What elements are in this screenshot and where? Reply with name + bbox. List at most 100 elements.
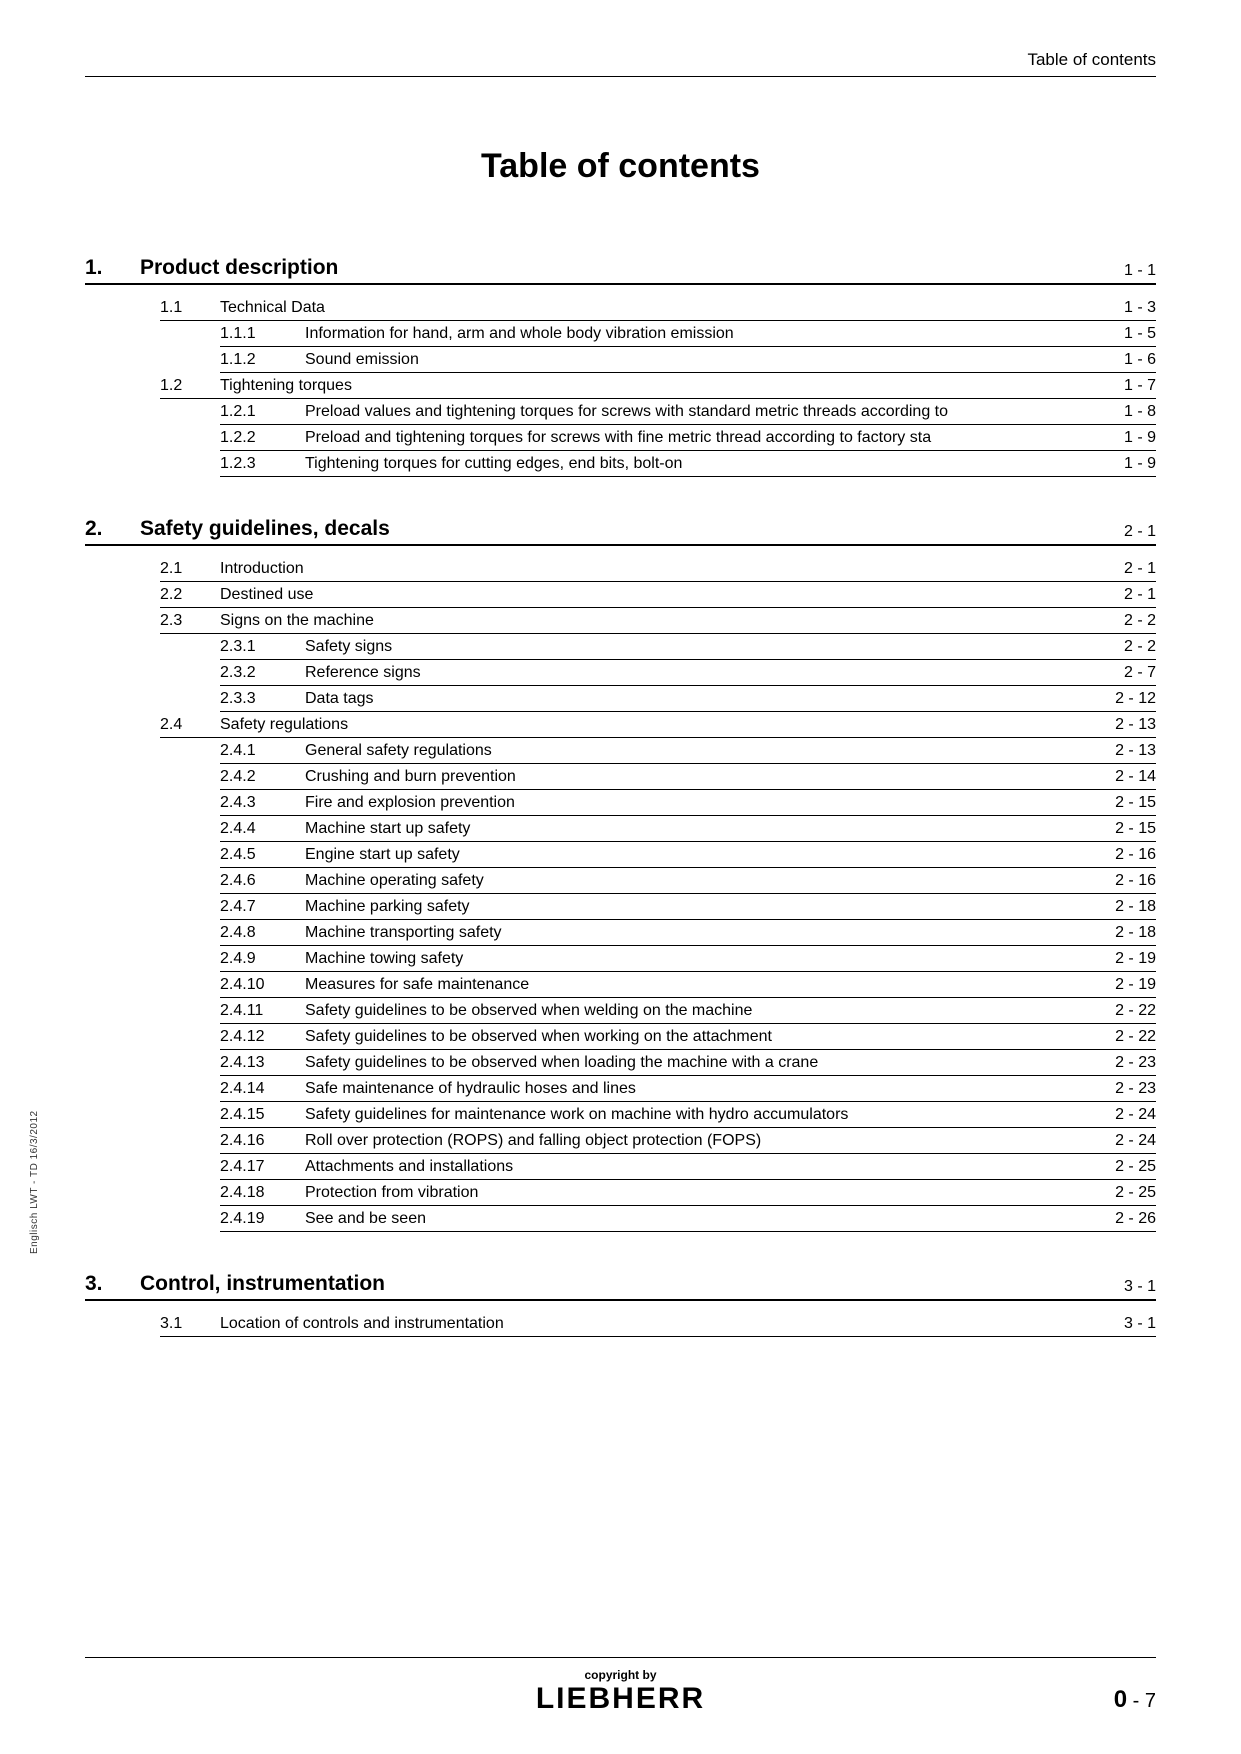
toc-section-title: Destined use [220, 586, 1112, 604]
toc-subsection-num: 2.4.14 [220, 1080, 305, 1098]
toc-subsection-row: 2.4.11Safety guidelines to be observed w… [220, 998, 1156, 1024]
toc-subsection-page: 2 - 24 [1103, 1106, 1156, 1124]
toc-chapter-title: Safety guidelines, decals [140, 517, 1112, 541]
toc-section-row: 1.1Technical Data1 - 3 [160, 295, 1156, 321]
toc-subsection-row: 1.1.2Sound emission1 - 6 [220, 347, 1156, 373]
toc-chapter-title: Product description [140, 256, 1112, 280]
toc-subsection-title: Safety guidelines to be observed when we… [305, 1002, 1103, 1020]
toc-subsection-page: 2 - 12 [1103, 690, 1156, 708]
page-title: Table of contents [85, 147, 1156, 186]
toc-subsection-row: 2.4.7Machine parking safety2 - 18 [220, 894, 1156, 920]
toc-section-row: 1.2Tightening torques1 - 7 [160, 373, 1156, 399]
toc-subsection-page: 1 - 6 [1112, 351, 1156, 369]
toc-subsection-page: 2 - 7 [1112, 664, 1156, 682]
toc-subsection-num: 2.4.17 [220, 1158, 305, 1176]
toc-subsection-title: Sound emission [305, 351, 1112, 369]
toc-subsection-row: 2.3.2Reference signs2 - 7 [220, 660, 1156, 686]
toc-chapter-page: 2 - 1 [1112, 523, 1156, 541]
toc-subsection-row: 2.4.9Machine towing safety2 - 19 [220, 946, 1156, 972]
toc-section-row: 2.2Destined use2 - 1 [160, 582, 1156, 608]
toc-subsection-title: Engine start up safety [305, 846, 1103, 864]
toc-subsection-num: 2.4.15 [220, 1106, 305, 1124]
toc-subsection-block: 1.2.1Preload values and tightening torqu… [220, 399, 1156, 477]
toc-subsection-title: Attachments and installations [305, 1158, 1103, 1176]
toc-subsection-block: 2.4.1General safety regulations2 - 132.4… [220, 738, 1156, 1232]
toc-subsection-title: Machine operating safety [305, 872, 1103, 890]
toc-subsection-page: 2 - 15 [1103, 820, 1156, 838]
toc-subsection-title: See and be seen [305, 1210, 1103, 1228]
toc-subsection-row: 2.4.10Measures for safe maintenance2 - 1… [220, 972, 1156, 998]
toc-subsection-row: 2.4.16Roll over protection (ROPS) and fa… [220, 1128, 1156, 1154]
toc-subsection-page: 1 - 9 [1112, 455, 1156, 473]
toc-subsection-num: 2.4.19 [220, 1210, 305, 1228]
toc-subsection-page: 2 - 22 [1103, 1002, 1156, 1020]
toc-subsection-title: Protection from vibration [305, 1184, 1103, 1202]
toc-section-num: 1.1 [160, 299, 220, 317]
toc-subsection-title: Machine parking safety [305, 898, 1103, 916]
toc-subsection-page: 2 - 23 [1103, 1054, 1156, 1072]
page: Table of contents Table of contents 1.Pr… [0, 0, 1241, 1754]
toc-section-title: Signs on the machine [220, 612, 1112, 630]
toc-subsection-page: 2 - 24 [1103, 1132, 1156, 1150]
page-number-major: 0 [1114, 1686, 1127, 1713]
toc-subsection-row: 2.4.3Fire and explosion prevention2 - 15 [220, 790, 1156, 816]
toc-subsection-row: 2.4.13Safety guidelines to be observed w… [220, 1050, 1156, 1076]
toc-subsection-num: 2.4.8 [220, 924, 305, 942]
toc-subsection-title: Roll over protection (ROPS) and falling … [305, 1132, 1103, 1150]
toc-chapter: 2.Safety guidelines, decals2 - 12.1Intro… [85, 517, 1156, 1232]
toc-subsection-title: Safety guidelines to be observed when wo… [305, 1028, 1103, 1046]
toc-subsection-title: Reference signs [305, 664, 1112, 682]
toc-subsection-title: Safe maintenance of hydraulic hoses and … [305, 1080, 1103, 1098]
toc-subsection-page: 2 - 16 [1103, 872, 1156, 890]
toc-subsection-row: 2.4.17Attachments and installations2 - 2… [220, 1154, 1156, 1180]
toc-subsection-num: 1.1.2 [220, 351, 305, 369]
toc-section-num: 3.1 [160, 1315, 220, 1333]
toc-subsection-row: 1.2.2Preload and tightening torques for … [220, 425, 1156, 451]
toc-subsection-row: 2.3.1Safety signs2 - 2 [220, 634, 1156, 660]
toc-chapter-page: 1 - 1 [1112, 262, 1156, 280]
side-revision-text: Englisch LWT - TD 16/3/2012 [29, 1110, 40, 1254]
toc-section-num: 2.2 [160, 586, 220, 604]
toc-subsection-page: 1 - 8 [1112, 403, 1156, 421]
toc-section-title: Technical Data [220, 299, 1112, 317]
toc-subsection-num: 2.4.5 [220, 846, 305, 864]
toc-subsection-block: 2.3.1Safety signs2 - 22.3.2Reference sig… [220, 634, 1156, 712]
toc-subsection-title: Information for hand, arm and whole body… [305, 325, 1112, 343]
toc-subsection-num: 2.4.1 [220, 742, 305, 760]
toc-subsection-title: Preload values and tightening torques fo… [305, 403, 1112, 421]
toc-section-row: 2.4Safety regulations2 - 13 [160, 712, 1156, 738]
toc-subsection-title: General safety regulations [305, 742, 1103, 760]
toc-subsection-num: 2.4.18 [220, 1184, 305, 1202]
toc-subsection-num: 2.4.12 [220, 1028, 305, 1046]
toc-subsection-row: 2.4.4Machine start up safety2 - 15 [220, 816, 1156, 842]
toc-chapter-page: 3 - 1 [1112, 1278, 1156, 1296]
toc-subsection-num: 2.4.10 [220, 976, 305, 994]
toc-subsection-title: Crushing and burn prevention [305, 768, 1103, 786]
toc-subsection-title: Data tags [305, 690, 1103, 708]
toc-section-num: 2.1 [160, 560, 220, 578]
toc-section-page: 1 - 3 [1112, 299, 1156, 317]
toc-subsection-num: 2.4.11 [220, 1002, 305, 1020]
toc-subsection-num: 2.4.16 [220, 1132, 305, 1150]
toc-subsection-row: 2.4.12Safety guidelines to be observed w… [220, 1024, 1156, 1050]
toc-subsection-num: 1.2.1 [220, 403, 305, 421]
toc-subsection-page: 2 - 14 [1103, 768, 1156, 786]
toc-subsection-title: Safety guidelines for maintenance work o… [305, 1106, 1103, 1124]
toc-subsection-row: 2.4.2Crushing and burn prevention2 - 14 [220, 764, 1156, 790]
copyright-label: copyright by [85, 1668, 1156, 1682]
toc-section-page: 1 - 7 [1112, 377, 1156, 395]
toc-subsection-page: 2 - 16 [1103, 846, 1156, 864]
toc-subsection-page: 2 - 13 [1103, 742, 1156, 760]
toc-subsection-title: Machine start up safety [305, 820, 1103, 838]
toc-subsection-num: 2.4.3 [220, 794, 305, 812]
toc-subsection-row: 2.4.18Protection from vibration2 - 25 [220, 1180, 1156, 1206]
toc-section-title: Tightening torques [220, 377, 1112, 395]
toc-subsection-title: Machine transporting safety [305, 924, 1103, 942]
toc-subsection-row: 2.4.1General safety regulations2 - 13 [220, 738, 1156, 764]
toc-section-row: 3.1Location of controls and instrumentat… [160, 1311, 1156, 1337]
toc-section-num: 2.3 [160, 612, 220, 630]
page-footer: copyright by LIEBHERR 0 - 7 [85, 1657, 1156, 1714]
toc-subsection-page: 2 - 22 [1103, 1028, 1156, 1046]
toc-subsection-page: 2 - 25 [1103, 1184, 1156, 1202]
toc-subsection-title: Preload and tightening torques for screw… [305, 429, 1112, 447]
